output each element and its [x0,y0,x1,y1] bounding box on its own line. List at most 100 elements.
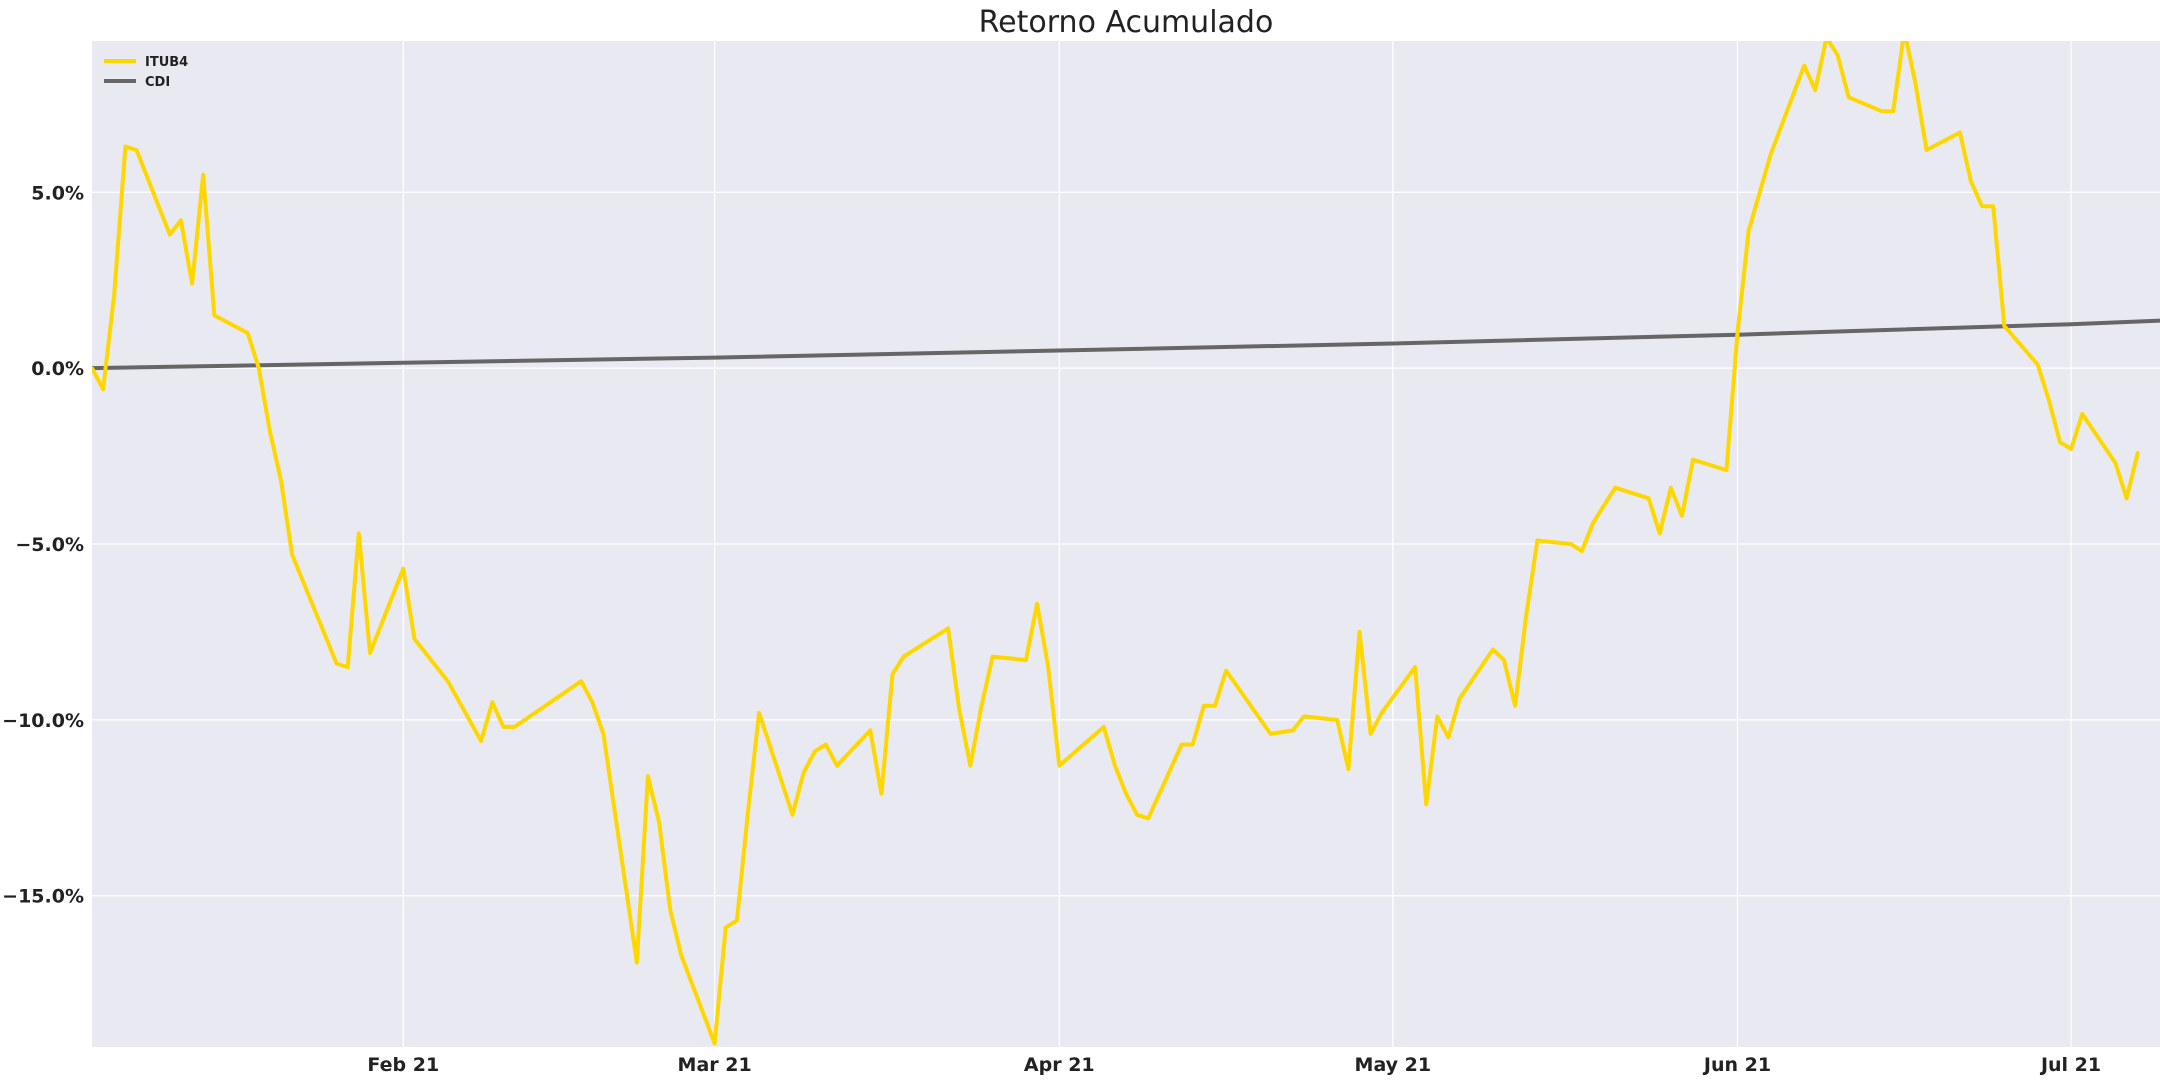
data-point-itub4 [212,313,216,317]
legend-label-cdi: CDI [145,75,170,90]
data-point-itub4 [423,651,428,655]
data-point-itub4 [246,331,250,335]
data-point-itub4 [1491,647,1495,652]
data-point-itub4 [1335,718,1339,722]
data-point-cdi [401,361,405,365]
data-point-itub4 [1380,711,1384,715]
data-point-itub4 [1613,486,1617,490]
data-point-itub4 [1969,180,1973,184]
data-point-itub4 [1413,665,1417,669]
data-point-itub4 [802,771,806,775]
data-point-itub4 [1424,802,1428,806]
data-point-itub4 [1035,602,1039,606]
data-point-itub4 [1191,742,1195,747]
data-point-itub4 [1680,514,1684,518]
data-point-itub4 [1513,704,1517,708]
data-point-itub4 [1569,542,1573,546]
data-point-itub4 [1146,816,1150,821]
data-point-itub4 [746,809,750,813]
data-point-itub4 [1046,665,1050,669]
data-point-itub4 [579,679,583,683]
data-point-itub4 [1602,503,1606,507]
data-point-itub4 [1268,732,1273,736]
data-point-itub4 [968,764,972,768]
data-point-itub4 [1802,64,1806,68]
data-point-itub4 [1991,204,1995,208]
data-point-itub4 [257,366,261,370]
series-line-cdi [92,318,2160,371]
data-point-itub4 [112,292,116,296]
data-point-itub4 [868,728,872,733]
series-layer [92,36,2160,1046]
data-point-itub4 [1369,732,1373,736]
x-tick-label: Apr 21 [1024,1054,1095,1076]
data-point-itub4 [2058,440,2062,444]
y-tick-label: −5.0% [15,534,84,556]
data-point-itub4 [1580,549,1584,553]
x-axis-ticks: Feb 21 Mar 21 Apr 21 May 21 Jun 21 Jul 21 [367,1054,2101,1076]
data-point-itub4 [134,148,139,152]
data-point-cdi [1057,348,1061,353]
x-tick-label: Feb 21 [367,1054,439,1076]
data-point-itub4 [724,925,728,930]
y-axis-ticks: 5.0% 0.0% −5.0% −10.0% −15.0% [2,182,84,907]
data-point-itub4 [268,429,272,433]
data-point-itub4 [991,655,995,659]
data-point-itub4 [1357,630,1362,634]
data-point-itub4 [1836,53,1840,57]
data-point-itub4 [1213,704,1217,708]
data-point-itub4 [1435,714,1439,719]
data-point-itub4 [813,749,817,754]
data-point-itub4 [1769,152,1773,156]
data-point-itub4 [1825,36,1828,39]
data-point-itub4 [92,366,94,370]
data-point-itub4 [668,908,672,912]
data-point-itub4 [1535,538,1539,543]
legend-label-itub4: ITUB4 [145,55,188,70]
data-point-itub4 [2069,447,2073,451]
data-point-itub4 [501,725,505,729]
data-point-itub4 [190,282,194,286]
data-point-itub4 [1302,714,1306,719]
x-tick-label: Jul 21 [2039,1054,2101,1076]
data-point-itub4 [902,655,906,659]
data-point-itub4 [357,531,361,536]
data-point-itub4 [946,626,950,631]
data-point-itub4 [1913,81,1917,85]
data-point-itub4 [123,144,127,149]
data-point-itub4 [635,961,639,965]
data-point-itub4 [1591,521,1595,525]
data-point-itub4 [446,679,450,683]
data-point-itub4 [2136,450,2140,455]
data-point-itub4 [890,672,895,676]
data-point-itub4 [1502,658,1506,662]
data-point-itub4 [879,792,884,796]
data-point-itub4 [101,387,105,391]
data-point-itub4 [368,651,372,655]
data-point-itub4 [1202,704,1206,708]
data-point-itub4 [957,707,961,711]
data-point-itub4 [1647,496,1651,500]
data-point-itub4 [168,232,172,237]
data-point-itub4 [601,732,606,736]
chart-title: Retorno Acumulado [979,5,1274,40]
data-point-itub4 [1891,109,1895,113]
data-point-itub4 [2125,496,2129,500]
y-tick-label: −15.0% [2,886,84,908]
data-point-itub4 [835,764,839,768]
data-point-itub4 [1446,735,1450,740]
x-tick-label: May 21 [1355,1054,1432,1076]
x-tick-label: Jun 21 [1702,1054,1771,1076]
data-point-itub4 [1346,767,1350,771]
data-point-itub4 [590,700,594,704]
data-point-itub4 [1102,725,1106,729]
data-point-itub4 [1113,764,1117,768]
data-point-itub4 [657,820,661,824]
data-point-itub4 [1024,658,1028,662]
data-point-itub4 [479,739,483,743]
data-point-itub4 [713,1041,717,1046]
data-point-itub4 [824,742,828,747]
data-point-itub4 [1924,148,1929,152]
data-point-itub4 [346,665,350,669]
